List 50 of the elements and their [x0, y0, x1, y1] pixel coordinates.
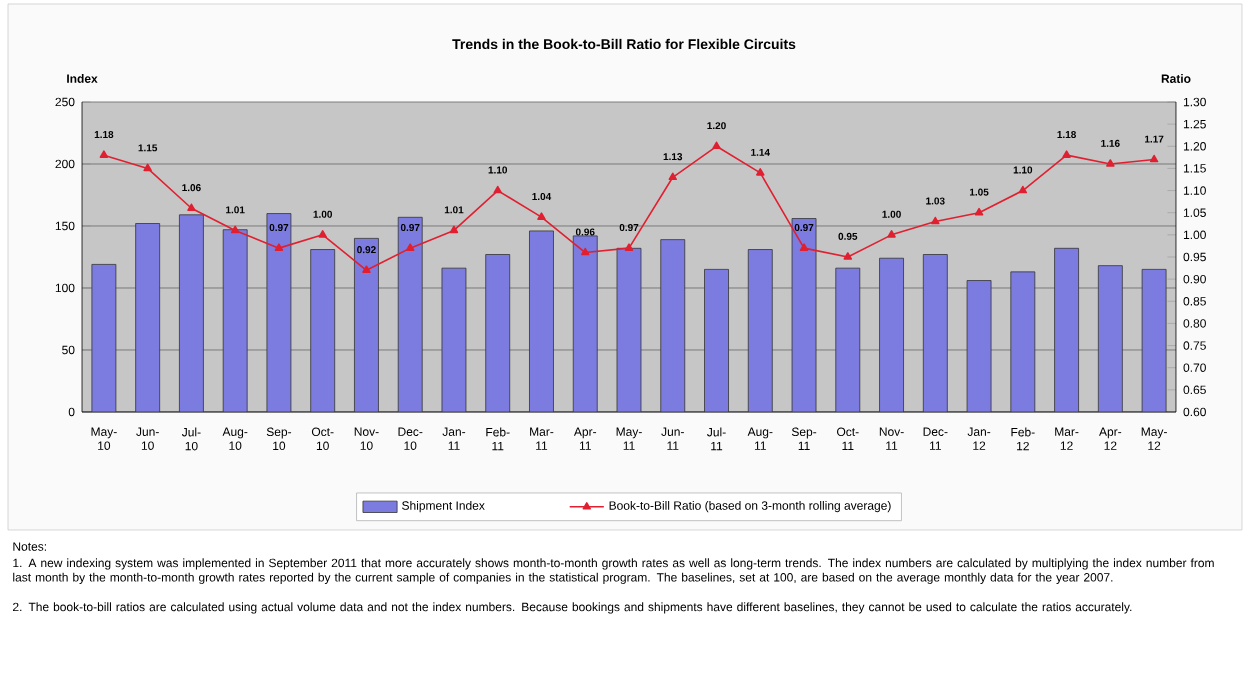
point [668, 172, 678, 181]
point [405, 243, 415, 251]
bar [660, 239, 686, 412]
point [143, 163, 152, 172]
point [580, 247, 590, 256]
point [712, 141, 721, 150]
bar [879, 257, 904, 412]
bar [747, 249, 773, 412]
point [843, 252, 853, 260]
bar [354, 237, 379, 412]
bar [1054, 247, 1079, 412]
bar [485, 254, 511, 412]
bar [266, 213, 292, 412]
bar [922, 254, 948, 412]
point [1062, 150, 1071, 158]
bar [791, 218, 817, 412]
point [974, 207, 984, 216]
bar [966, 280, 992, 412]
point [230, 225, 240, 234]
bar [179, 214, 204, 412]
point [274, 243, 284, 251]
point [537, 212, 546, 220]
bar [572, 235, 598, 412]
point [187, 203, 196, 212]
point [756, 168, 765, 176]
point [318, 230, 327, 238]
point [931, 216, 940, 225]
point [1106, 159, 1115, 167]
point [887, 230, 896, 238]
bar [1141, 268, 1167, 412]
bar [222, 229, 248, 412]
point [99, 150, 109, 158]
point [624, 243, 634, 251]
bar [1097, 265, 1123, 412]
bar [616, 247, 642, 412]
bar [310, 249, 336, 412]
point [799, 243, 809, 251]
bar [1010, 271, 1036, 412]
bar [835, 267, 861, 412]
point [1018, 185, 1028, 194]
bar [704, 268, 729, 412]
bar [441, 267, 467, 412]
point [493, 185, 502, 194]
bar [397, 216, 423, 412]
point [1149, 154, 1159, 163]
point [449, 225, 459, 234]
bar [91, 264, 117, 412]
point [362, 265, 371, 274]
bar [529, 230, 554, 412]
bar [135, 223, 161, 412]
